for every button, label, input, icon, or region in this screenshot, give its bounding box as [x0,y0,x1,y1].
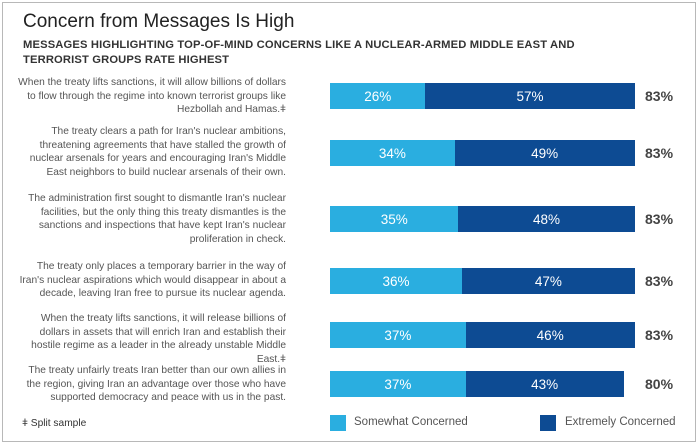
bar-extremely-concerned: 49% [454,140,635,166]
bar-extremely-concerned: 57% [425,83,635,109]
message-text: When the treaty lifts sanctions, it will… [31,313,286,365]
chart-subtitle: MESSAGES HIGHLIGHTING TOP-OF-MIND CONCER… [23,39,575,66]
bar-extremely-concerned: 43% [465,371,624,397]
bar-extremely-concerned: 46% [465,322,635,348]
message-text: The treaty only places a temporary barri… [19,261,286,299]
total-label: 83% [645,327,674,343]
total-label: 83% [645,145,674,161]
total-label: 83% [645,273,674,289]
total-label: 83% [645,88,674,104]
bar-somewhat-concerned: 34% [330,140,455,166]
bar-somewhat-concerned: 36% [330,268,463,294]
bar-somewhat-concerned: 35% [330,206,459,232]
footnote: ǂ Split sample [22,418,87,429]
message-text: The treaty clears a path for Iran's nucl… [29,126,286,178]
bar-somewhat-concerned: 37% [330,322,466,348]
bar-extremely-concerned: 48% [458,206,635,232]
message-text: When the treaty lifts sanctions, it will… [18,77,286,115]
bar-somewhat-concerned: 37% [330,371,466,397]
total-label: 83% [645,211,674,227]
bar-somewhat-concerned: 26% [330,83,426,109]
total-label: 80% [645,376,674,392]
message-text: The administration first sought to disma… [28,193,286,245]
legend-somewhat-label: Somewhat Concerned [354,416,468,428]
legend-somewhat-swatch [330,415,346,431]
bar-extremely-concerned: 47% [462,268,635,294]
chart-title: Concern from Messages Is High [23,11,295,32]
legend-extremely-swatch [540,415,556,431]
message-text: The treaty unfairly treats Iran better t… [26,365,286,403]
legend-extremely-label: Extremely Concerned [565,416,676,428]
